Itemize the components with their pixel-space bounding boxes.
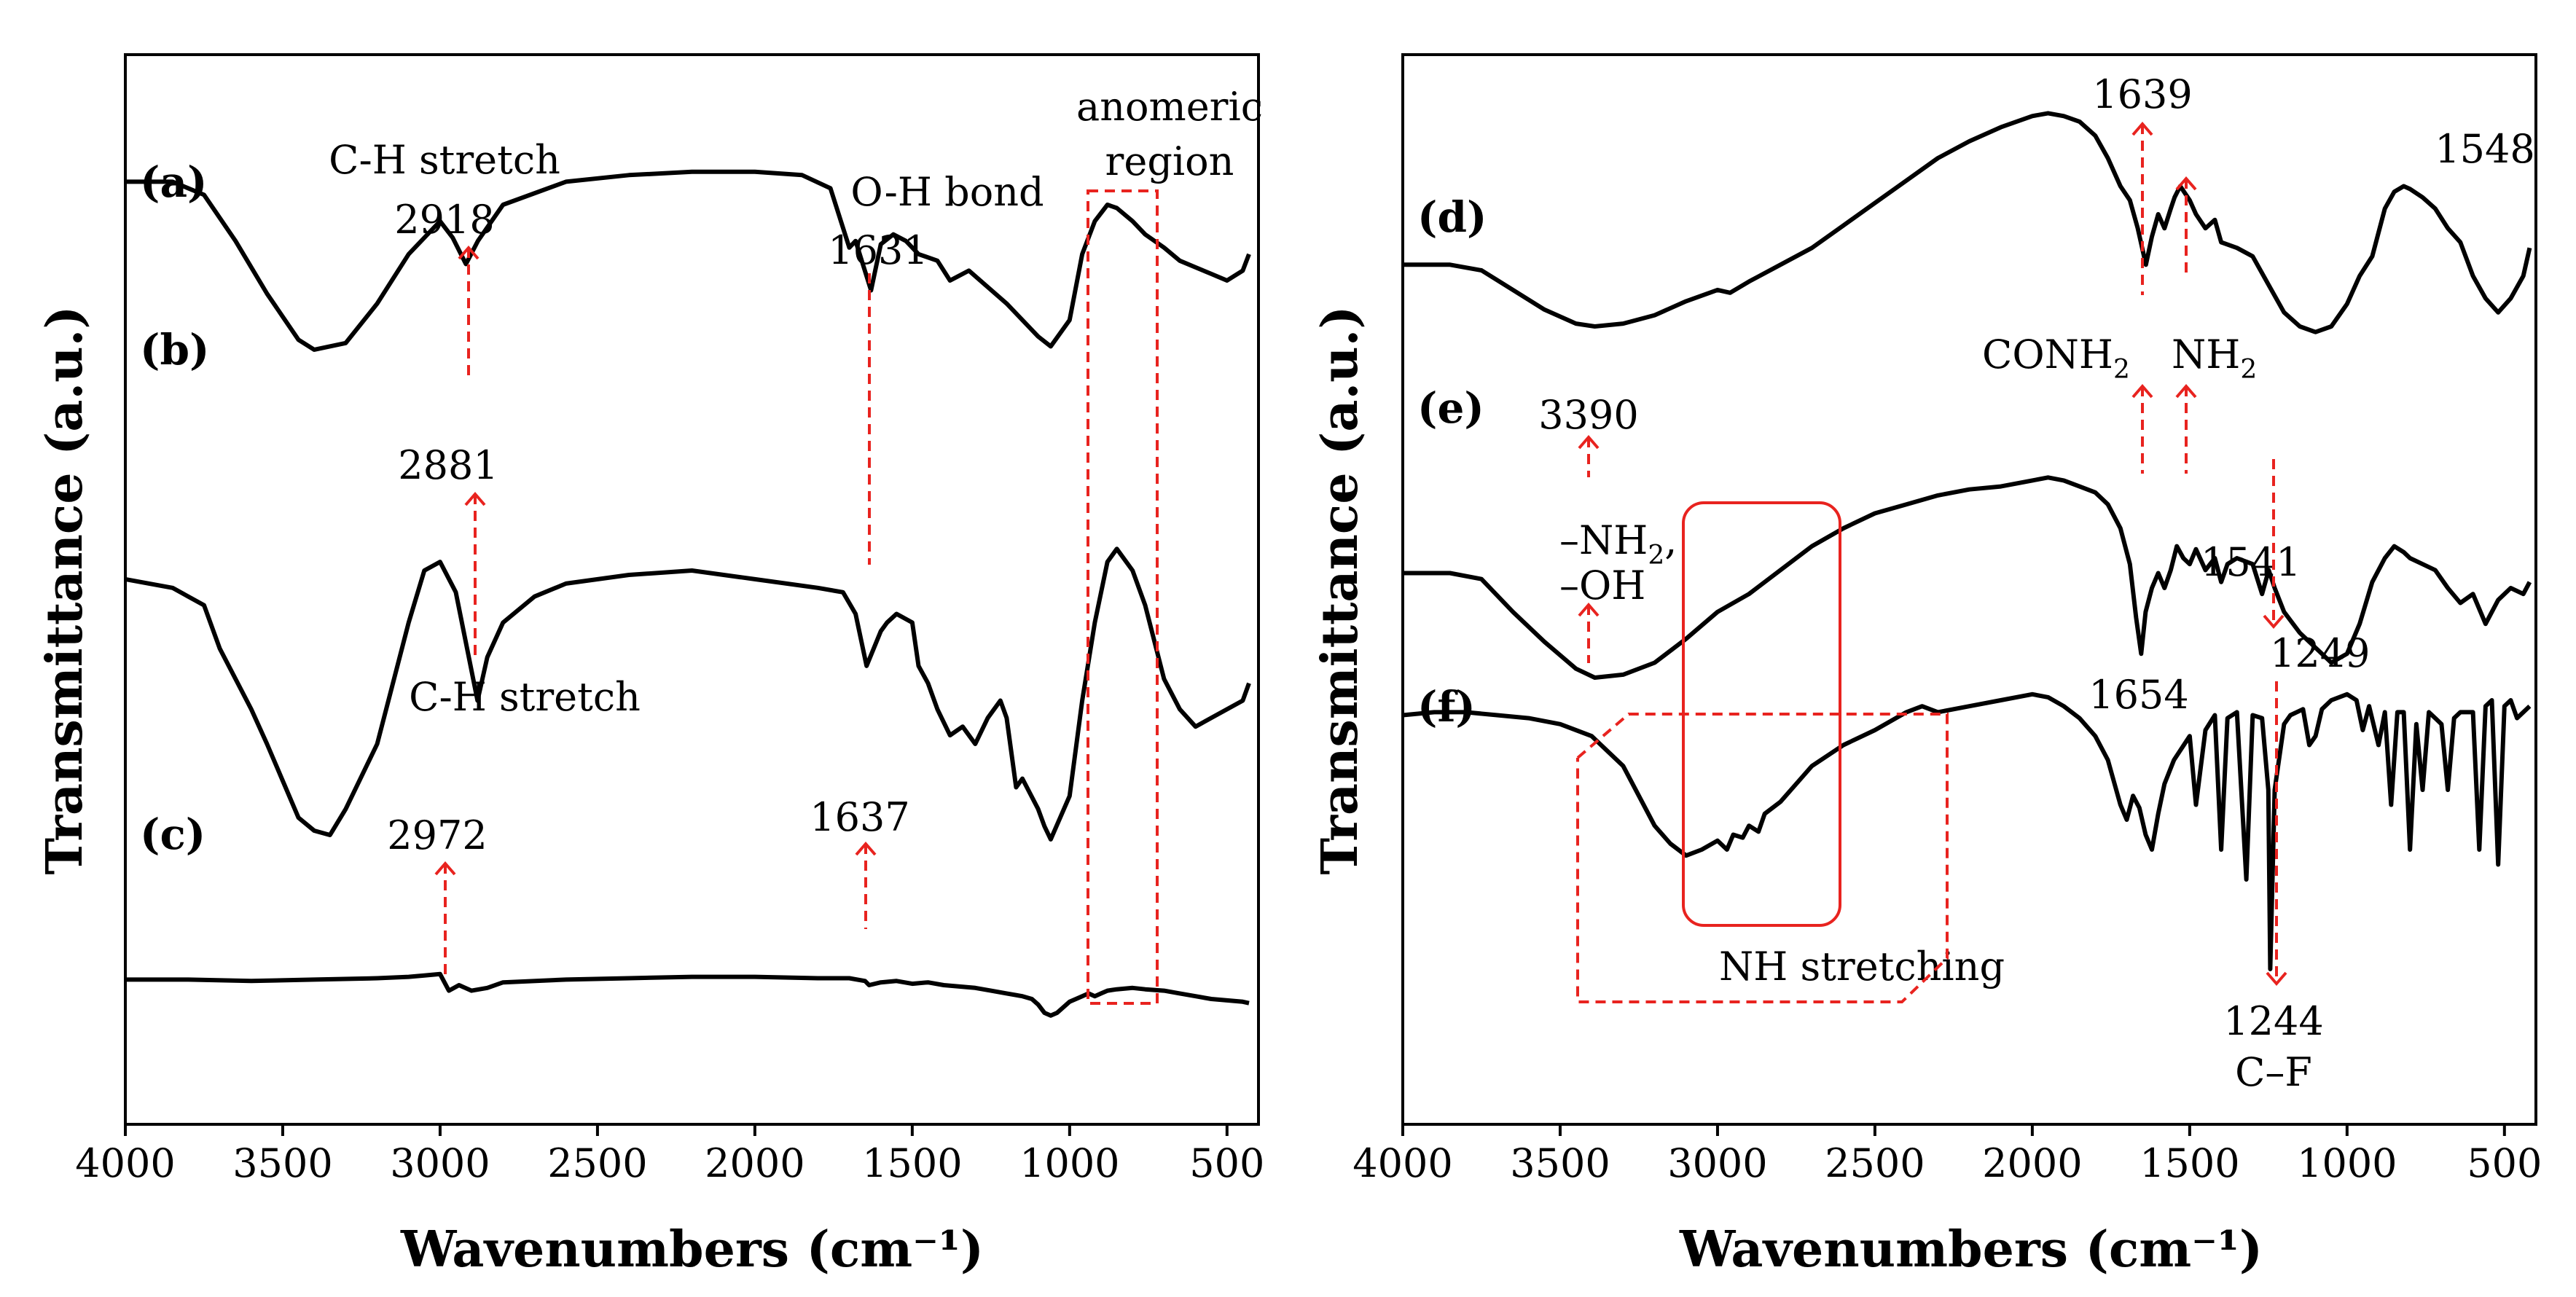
annotation-anomeric-1: anomeric [1076, 84, 1263, 130]
spectrum-b [125, 546, 1251, 842]
marker-1639-arrowhead [2131, 121, 2153, 136]
marker-3390-lower-arrowhead [1578, 602, 1600, 617]
x-tick-label-2000: 2000 [1982, 1140, 2082, 1186]
annotation-anomeric-2: region [1105, 138, 1234, 184]
marker-1249-arrowhead [2263, 614, 2285, 630]
spectrum-d [1403, 111, 2532, 334]
annotation-nh2: NH2 [2172, 332, 2257, 385]
marker-2972-arrowhead [434, 861, 456, 876]
x-tick-label-2000: 2000 [705, 1140, 804, 1186]
series-label-c: (c) [140, 810, 205, 859]
x-tick-label-1000: 1000 [2297, 1140, 2397, 1186]
right-x-axis-title: Wavenumbers (cm⁻¹) [1679, 1220, 2263, 1279]
annotation-d-1548: 1548 [2435, 126, 2534, 172]
nh-stretching-region-outline [1576, 713, 1949, 1003]
anomeric-region-box [1087, 189, 1159, 1005]
right-panel: 4000 3500 3000 2500 2000 1500 1000 500 Transmit… [1311, 53, 2542, 1279]
right-spectra [1402, 111, 2532, 971]
annotation-a-ch-stretch: C-H stretch [329, 137, 560, 183]
marker-2918-arrowhead [458, 245, 479, 260]
annotation-conh2: CONH2 [1982, 332, 2130, 385]
left-spectra [125, 169, 1251, 1018]
annotation-a-oh-bond: O-H bond [850, 169, 1044, 215]
spectrum-c [125, 971, 1250, 1018]
series-label-a: (a) [140, 157, 207, 207]
left-panel: 4000 3500 3000 2500 2000 1500 1000 500 Transmit… [36, 53, 1264, 1279]
left-y-axis-title: Transmittance (a.u.) [36, 306, 94, 875]
series-label-b: (b) [140, 325, 209, 375]
annotation-f-1244: 1244 [2223, 998, 2323, 1044]
annotation-b-2881: 2881 [398, 442, 498, 488]
marker-2881-arrowhead [464, 491, 486, 506]
annotation-e-1654: 1654 [2088, 672, 2188, 718]
annotation-c-2972: 2972 [387, 812, 487, 858]
annotation-e-1249: 1249 [2270, 630, 2370, 676]
x-tick-label-4000: 4000 [1352, 1140, 1452, 1186]
left-x-ticks: 4000 3500 3000 2500 2000 1500 1000 500 [75, 1124, 1264, 1186]
left-plot-frame [124, 53, 1260, 1126]
annotation-a-2918: 2918 [394, 197, 494, 243]
annotation-b-ch-stretch: C-H stretch [409, 674, 641, 720]
x-tick-label-2500: 2500 [547, 1140, 647, 1186]
annotation-nh2-group: –NH2, [1559, 517, 1677, 571]
x-tick-label-500: 500 [2467, 1140, 2542, 1186]
series-label-e: (e) [1417, 383, 1484, 433]
x-tick-label-3500: 3500 [1510, 1140, 1610, 1186]
x-tick-label-3000: 3000 [390, 1140, 490, 1186]
series-label-d: (d) [1417, 192, 1487, 242]
annotation-d-1639: 1639 [2092, 71, 2192, 117]
spectrum-a [125, 169, 1251, 352]
marker-1548-arrowhead [2175, 176, 2197, 191]
x-tick-label-1500: 1500 [862, 1140, 962, 1186]
annotation-a-1631: 1631 [828, 227, 928, 273]
marker-1244-arrowhead [2266, 971, 2287, 987]
right-plot-frame [1401, 53, 2537, 1126]
annotation-c-1637: 1637 [810, 794, 909, 840]
annotation-e-1541: 1541 [2201, 539, 2301, 585]
marker-3390-arrowhead [1578, 434, 1600, 450]
annotation-cf: C–F [2235, 1049, 2312, 1095]
spectrum-e [1403, 475, 2532, 680]
x-tick-label-3000: 3000 [1667, 1140, 1767, 1186]
annotation-oh-group: –OH [1559, 563, 1645, 608]
marker-conh2-arrowhead [2131, 383, 2153, 399]
series-label-f: (f) [1417, 682, 1476, 732]
spectrum-f [1402, 691, 2532, 971]
x-tick-label-1500: 1500 [2140, 1140, 2239, 1186]
marker-1637-arrowhead [855, 841, 877, 856]
marker-nh2-arrowhead [2175, 383, 2197, 399]
annotation-nh-stretching: NH stretching [1719, 944, 2005, 990]
annotation-e-3390: 3390 [1538, 392, 1638, 438]
x-tick-label-4000: 4000 [75, 1140, 175, 1186]
x-tick-label-500: 500 [1189, 1140, 1264, 1186]
left-x-axis-title: Wavenumbers (cm⁻¹) [400, 1220, 984, 1279]
right-x-ticks: 4000 3500 3000 2500 2000 1500 1000 500 [1352, 1124, 2542, 1186]
x-tick-label-3500: 3500 [232, 1140, 332, 1186]
x-tick-label-1000: 1000 [1019, 1140, 1119, 1186]
right-y-axis-title: Transmittance (a.u.) [1311, 306, 1369, 875]
x-tick-label-2500: 2500 [1825, 1140, 1925, 1186]
